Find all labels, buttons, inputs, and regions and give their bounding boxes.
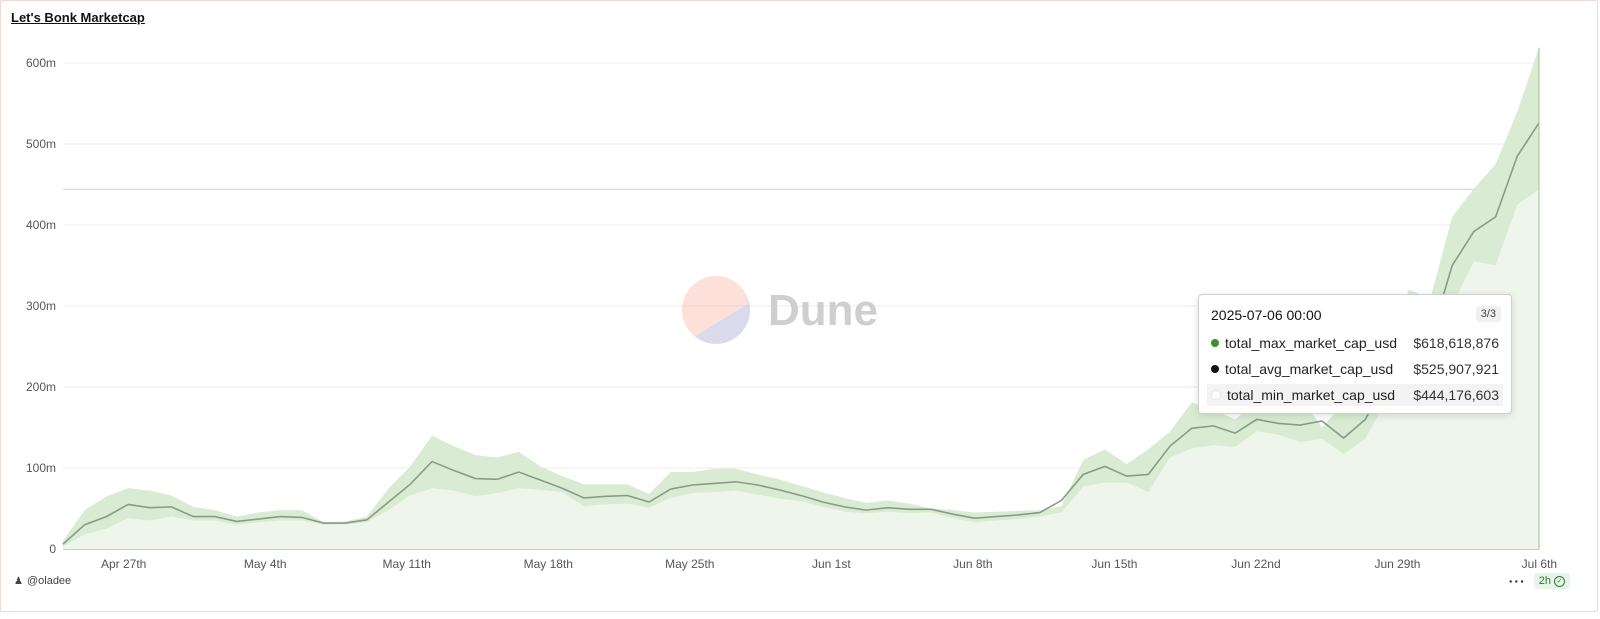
tooltip-row-max: total_max_market_cap_usd $618,618,876: [1207, 332, 1503, 354]
x-tick-label: Jul 6th: [1522, 557, 1557, 571]
max-series-dot-icon: [1211, 339, 1219, 347]
x-tick-label: Jun 22nd: [1231, 557, 1280, 571]
tooltip-series-value: $618,618,876: [1413, 335, 1499, 351]
refresh-age: 2h: [1538, 575, 1551, 587]
x-tick-label: May 11th: [382, 557, 430, 571]
x-tick-label: May 18th: [524, 557, 573, 571]
min-area: [63, 189, 1539, 550]
tooltip-series-name: total_max_market_cap_usd: [1225, 335, 1397, 351]
tooltip-row-min: total_min_market_cap_usd $444,176,603: [1207, 384, 1503, 406]
tooltip-date: 2025-07-06 00:00: [1211, 307, 1322, 323]
y-tick-label: 600m: [26, 56, 56, 70]
y-tick-label: 100m: [26, 461, 56, 475]
y-tick-label: 300m: [26, 299, 56, 313]
x-tick-label: May 25th: [665, 557, 714, 571]
tooltip-page-indicator[interactable]: 3/3: [1475, 306, 1501, 322]
area-bands[interactable]: [63, 47, 1539, 550]
x-tick-label: Apr 27th: [101, 557, 146, 571]
author-name[interactable]: @oladee: [26, 575, 72, 587]
author-avatar-icon: ♟: [14, 575, 23, 587]
chart-footer-controls: ··· 2h ✓: [1509, 573, 1570, 589]
x-axis: Apr 27th May 4th May 11th May 18th May 25th J…: [101, 557, 1557, 571]
tooltip-series-value: $525,907,921: [1413, 361, 1499, 377]
min-series-dot-icon: [1211, 390, 1221, 400]
y-tick-label: 400m: [26, 218, 56, 232]
y-tick-label: 500m: [26, 137, 56, 151]
y-tick-label: 0: [49, 542, 56, 556]
x-tick-label: Jun 15th: [1091, 557, 1137, 571]
y-tick-label: 200m: [26, 380, 56, 394]
tooltip-series-value: $444,176,603: [1413, 387, 1499, 403]
series-lines[interactable]: [62, 47, 1540, 549]
chart-tooltip: 2025-07-06 00:00 3/3 total_max_market_ca…: [1198, 294, 1512, 414]
avg-series-dot-icon: [1211, 365, 1219, 373]
check-circle-icon: ✓: [1554, 575, 1565, 587]
tooltip-series-name: total_min_market_cap_usd: [1227, 387, 1396, 403]
x-tick-label: May 4th: [244, 557, 287, 571]
x-tick-label: Jun 29th: [1374, 557, 1420, 571]
more-options-icon[interactable]: ···: [1508, 573, 1526, 589]
author-credit[interactable]: ♟ @oladee: [14, 575, 71, 587]
tooltip-series-name: total_avg_market_cap_usd: [1225, 361, 1394, 377]
chart-title[interactable]: Let's Bonk Marketcap: [11, 10, 145, 25]
avg-series-line[interactable]: [62, 122, 1540, 545]
x-tick-label: Jun 1st: [812, 557, 851, 571]
x-tick-label: Jun 8th: [953, 557, 992, 571]
refresh-status-badge[interactable]: 2h ✓: [1533, 573, 1570, 589]
y-axis: 0 100m 200m 300m 400m 500m 600m: [26, 56, 56, 556]
tooltip-row-avg: total_avg_market_cap_usd $525,907,921: [1207, 358, 1503, 380]
